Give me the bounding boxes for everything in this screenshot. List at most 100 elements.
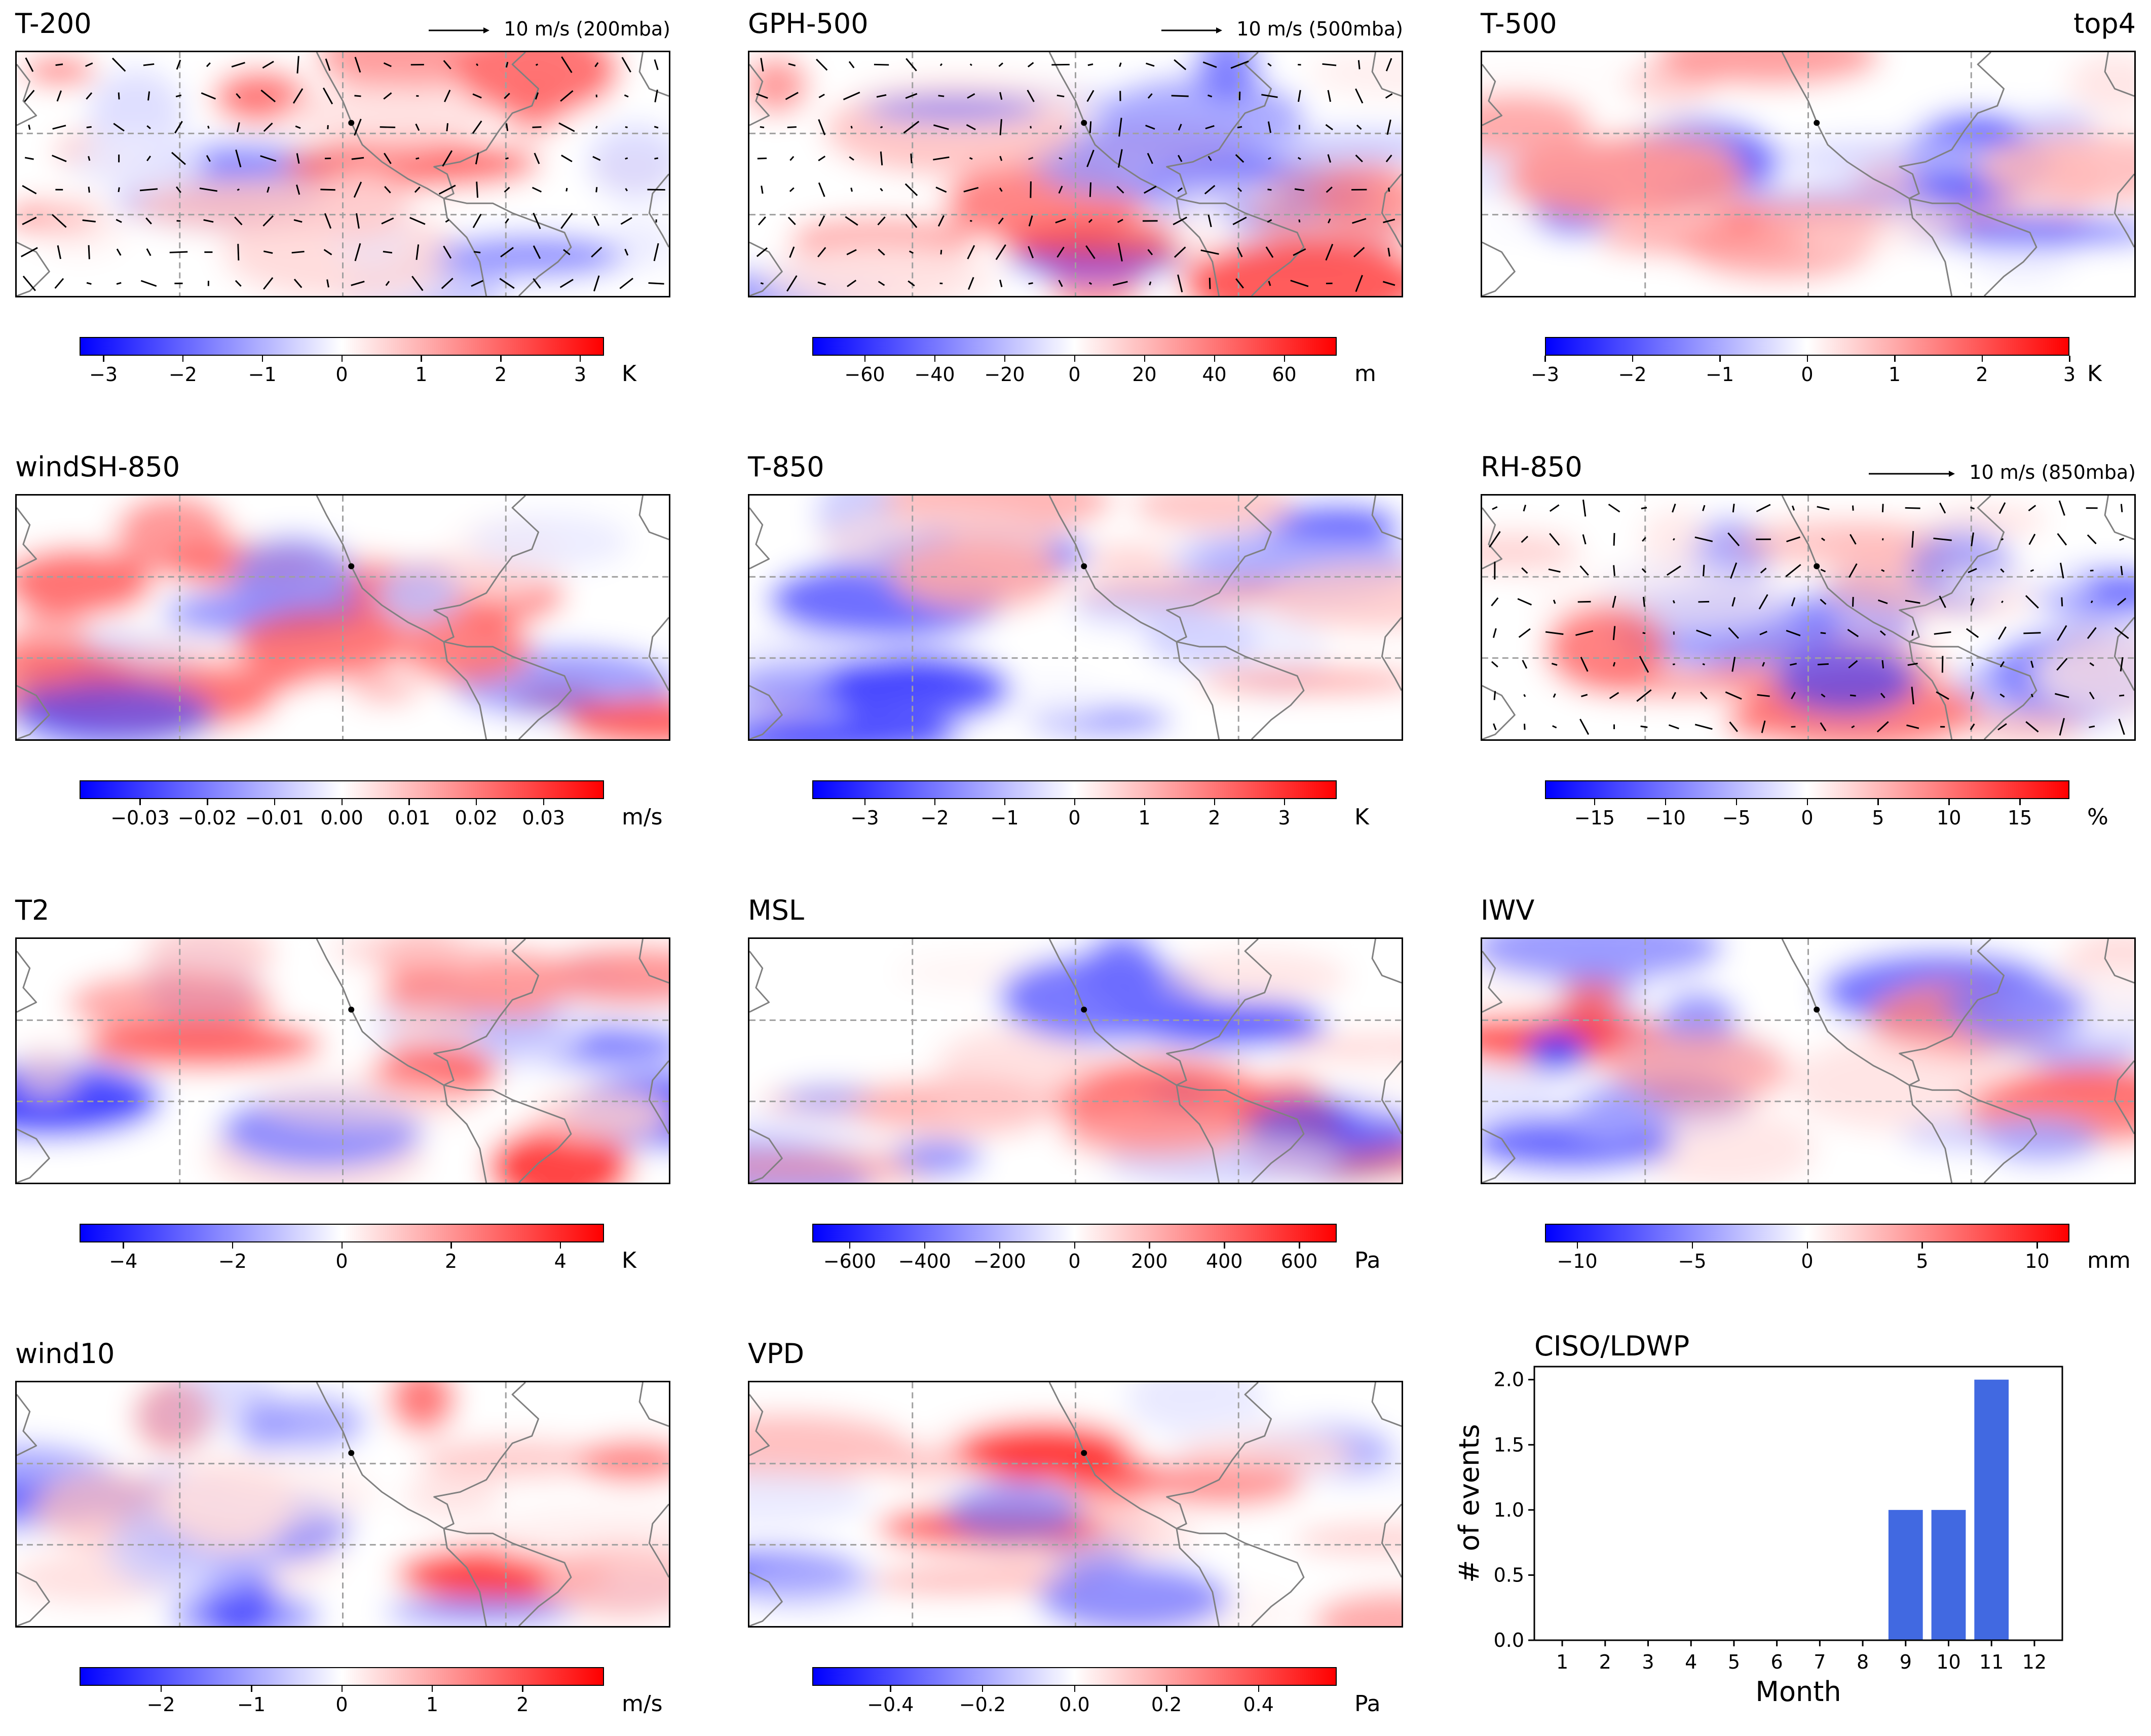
msl-colorbar: −600 −400 −200 0 200 400 600 Pa <box>812 1224 1381 1279</box>
colorbar-tick <box>1719 356 1721 362</box>
colorbar-tick-label: 3 <box>574 363 587 386</box>
colorbar-tick <box>1074 1686 1075 1692</box>
colorbar-tick-label: −1 <box>237 1693 266 1716</box>
colorbar-tick-label: −0.4 <box>867 1693 914 1716</box>
colorbar-tick-label: −0.2 <box>959 1693 1006 1716</box>
iwv-map-svg <box>1482 939 2134 1183</box>
rh850-colorbar-unit: % <box>2087 804 2108 830</box>
colorbar-tick <box>1284 356 1285 362</box>
colorbar-tick-label: 0 <box>1068 363 1081 386</box>
t2-site-marker <box>348 1006 355 1013</box>
colorbar-tick <box>890 1686 891 1692</box>
colorbar-tick-label: 0 <box>1801 363 1814 386</box>
colorbar-tick-label: 20 <box>1132 363 1157 386</box>
colorbar-tick-label: −15 <box>1574 807 1615 829</box>
colorbar-tick-label: 400 <box>1205 1250 1243 1272</box>
colorbar-tick-label: 0.4 <box>1243 1693 1274 1716</box>
msl-coastlines <box>749 939 1402 1183</box>
x-tick-label: 12 <box>2022 1651 2047 1673</box>
rh850-colorbar: −15 −10 −5 0 5 10 15% <box>1545 780 2108 836</box>
colorbar-tick-label: −0.02 <box>177 807 237 829</box>
gph500-gridlines <box>749 52 1402 296</box>
rh850-wind-vectors <box>1489 499 2129 736</box>
t500-map-svg <box>1482 52 2134 296</box>
t200-colorbar-gradient <box>80 337 604 356</box>
wind10-gridlines <box>17 1382 669 1626</box>
iwv-colorbar: −10 −5 0 5 10 mm <box>1545 1224 2131 1279</box>
colorbar-tick-label: 0 <box>1801 807 1814 829</box>
wind10-colorbar-gradient <box>80 1667 604 1686</box>
colorbar-tick <box>1576 1242 1578 1249</box>
colorbar-tick-label: −1 <box>1705 363 1734 386</box>
rh850-title: RH-850 <box>1481 451 1582 483</box>
colorbar-tick <box>251 1686 252 1692</box>
colorbar-tick-label: −200 <box>973 1250 1026 1272</box>
gph500-colorbar-unit: m <box>1354 361 1376 387</box>
iwv-title: IWV <box>1481 894 1535 926</box>
iwv-map <box>1481 937 2136 1184</box>
t2-gridlines <box>17 939 669 1183</box>
colorbar-tick <box>261 356 263 362</box>
colorbar-tick-label: −3 <box>89 363 118 386</box>
colorbar-tick <box>1691 1242 1693 1249</box>
colorbar-tick <box>1806 799 1808 805</box>
wind10-site-marker <box>348 1450 355 1456</box>
gph500-coastlines <box>749 52 1402 296</box>
rh850-map-svg <box>1482 496 2134 739</box>
gph500-quiver-key: 10 m/s (500mba) <box>1099 19 1403 39</box>
x-tick-label: 6 <box>1771 1651 1783 1673</box>
colorbar-tick-label: 1 <box>1888 363 1901 386</box>
iwv-site-marker <box>1814 1006 1820 1013</box>
colorbar-tick-label: 5 <box>1872 807 1884 829</box>
t200-site-marker <box>348 120 355 126</box>
colorbar-tick <box>2069 356 2070 362</box>
colorbar-tick-label: 3 <box>2063 363 2076 386</box>
colorbar-tick <box>1544 356 1546 362</box>
colorbar-tick-label: 0 <box>335 363 348 386</box>
colorbar-tick-label: 60 <box>1272 363 1297 386</box>
t850-colorbar-unit: K <box>1354 804 1369 830</box>
colorbar-tick <box>1214 799 1215 805</box>
colorbar-tick <box>1166 1686 1167 1692</box>
rh850-colorbar-gradient <box>1545 780 2069 799</box>
y-axis-label: # of events <box>1453 1424 1485 1583</box>
colorbar-tick <box>123 1242 124 1249</box>
colorbar-tick <box>1224 1242 1225 1249</box>
quiver-key-label: 10 m/s (500mba) <box>1236 18 1403 40</box>
vpd-colorbar-unit: Pa <box>1354 1691 1381 1717</box>
t850-gridlines <box>749 496 1402 739</box>
colorbar-tick-label: 0 <box>335 1693 348 1716</box>
msl-map <box>748 937 1403 1184</box>
colorbar-tick-label: 2 <box>1976 363 1988 386</box>
gph500-map <box>748 51 1403 297</box>
windsh850-map-svg <box>17 496 669 739</box>
colorbar-tick <box>1004 799 1005 805</box>
colorbar-tick <box>1299 1242 1300 1249</box>
colorbar-tick-label: −5 <box>1722 807 1751 829</box>
t850-colorbar: −3 −2 −1 0 1 2 3 K <box>812 780 1369 836</box>
colorbar-tick <box>232 1242 234 1249</box>
gph500-colorbar: −60 −40 −20 0 20 40 60 m <box>812 337 1376 393</box>
iwv-anomaly-field <box>1482 939 2134 1183</box>
colorbar-tick <box>341 1686 343 1692</box>
vpd-gridlines <box>749 1382 1402 1626</box>
bar-month-11 <box>1974 1379 2009 1640</box>
colorbar-tick <box>431 1686 433 1692</box>
colorbar-tick <box>1735 799 1738 805</box>
vpd-map <box>748 1381 1403 1628</box>
windsh850-colorbar-unit: m/s <box>622 804 663 830</box>
colorbar-tick-label: −0.03 <box>110 807 170 829</box>
colorbar-tick <box>450 1242 452 1249</box>
y-tick-label: 0.0 <box>1494 1629 1524 1651</box>
colorbar-tick <box>934 799 935 805</box>
colorbar-tick-label: 3 <box>1278 807 1291 829</box>
colorbar-tick-label: −1 <box>990 807 1019 829</box>
colorbar-tick <box>1144 356 1145 362</box>
t200-gridlines <box>17 52 669 296</box>
colorbar-tick <box>934 356 935 362</box>
wind10-map-svg <box>17 1382 669 1626</box>
colorbar-tick <box>1806 1242 1808 1249</box>
x-tick-label: 1 <box>1556 1651 1568 1673</box>
colorbar-tick <box>1214 356 1215 362</box>
colorbar-tick <box>1074 799 1075 805</box>
